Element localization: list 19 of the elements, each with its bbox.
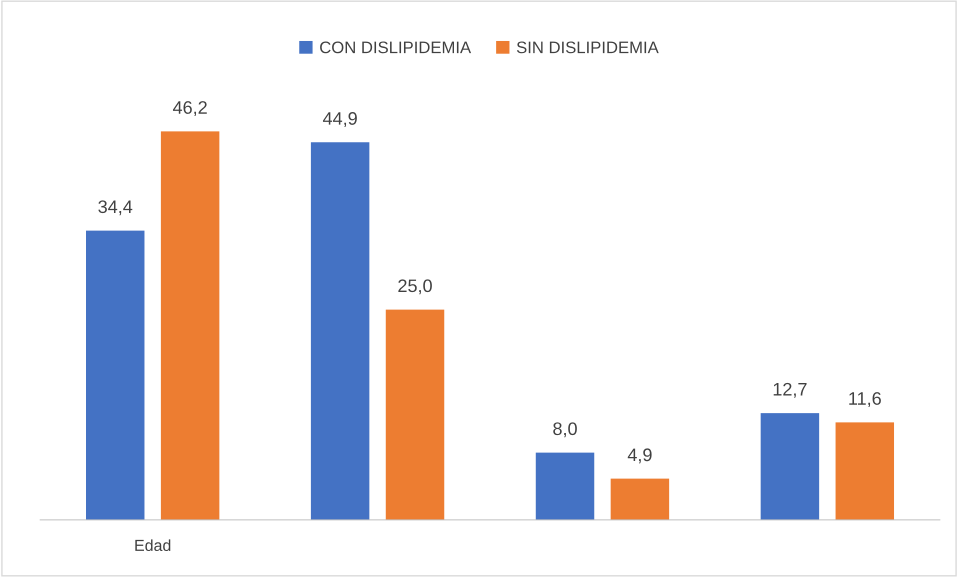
bar (610, 478, 670, 520)
data-label: 4,9 (628, 448, 652, 464)
data-label: 44,9 (322, 112, 357, 127)
bar (160, 131, 220, 520)
bar (386, 310, 444, 520)
legend-label: CON DISLIPIDEMIA (320, 41, 472, 54)
bar (310, 142, 370, 520)
bar (760, 413, 820, 520)
bar (86, 230, 144, 520)
data-label: 46,2 (172, 101, 207, 116)
data-label: 8,0 (553, 422, 577, 438)
legend-label: SIN DISLIPIDEMIA (516, 41, 659, 54)
data-label: 34,4 (98, 200, 132, 216)
bar (836, 422, 894, 520)
x-tick-label: Edad (135, 539, 170, 552)
data-label: 11,6 (849, 392, 881, 407)
data-label: 25,0 (398, 279, 432, 294)
data-label: 12,7 (774, 382, 807, 398)
bar (536, 452, 594, 520)
